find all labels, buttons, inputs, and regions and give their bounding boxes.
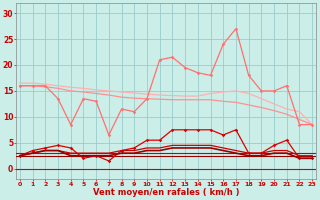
- X-axis label: Vent moyen/en rafales ( km/h ): Vent moyen/en rafales ( km/h ): [93, 188, 239, 197]
